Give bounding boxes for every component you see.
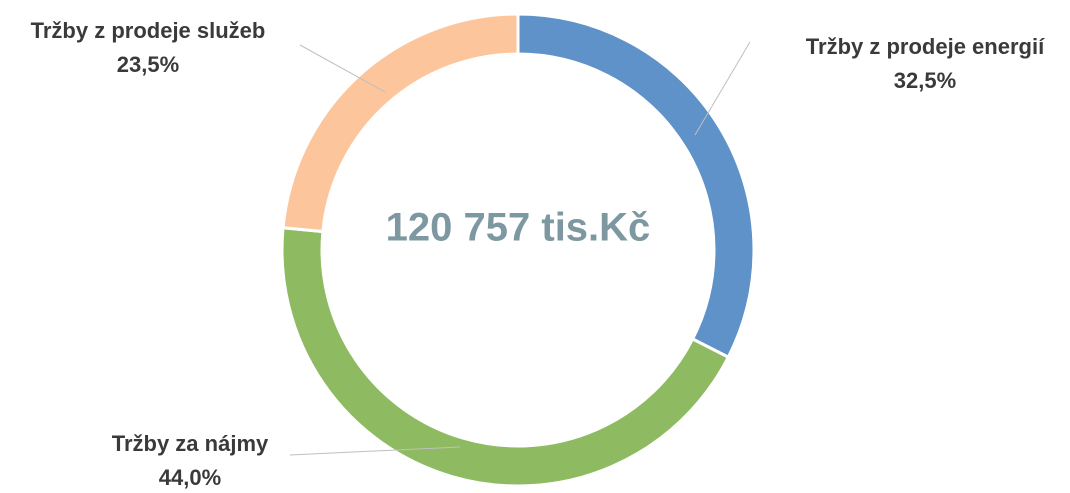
donut-segment: [516, 12, 756, 360]
leader-line: [289, 446, 461, 456]
category-label: Tržby za nájmy: [112, 431, 269, 456]
donut-segment: [281, 12, 520, 234]
leader-line: [299, 44, 386, 93]
value-label: 23,5%: [117, 52, 179, 77]
category-label: Tržby z prodeje energií: [806, 34, 1045, 59]
category-label: Tržby z prodeje služeb: [31, 18, 266, 43]
value-label: 44,0%: [159, 465, 221, 490]
donut-segment: [280, 226, 731, 488]
center-label: 120 757 tis.Kč: [386, 206, 651, 250]
leader-line: [694, 41, 751, 136]
value-label: 32,5%: [894, 68, 956, 93]
